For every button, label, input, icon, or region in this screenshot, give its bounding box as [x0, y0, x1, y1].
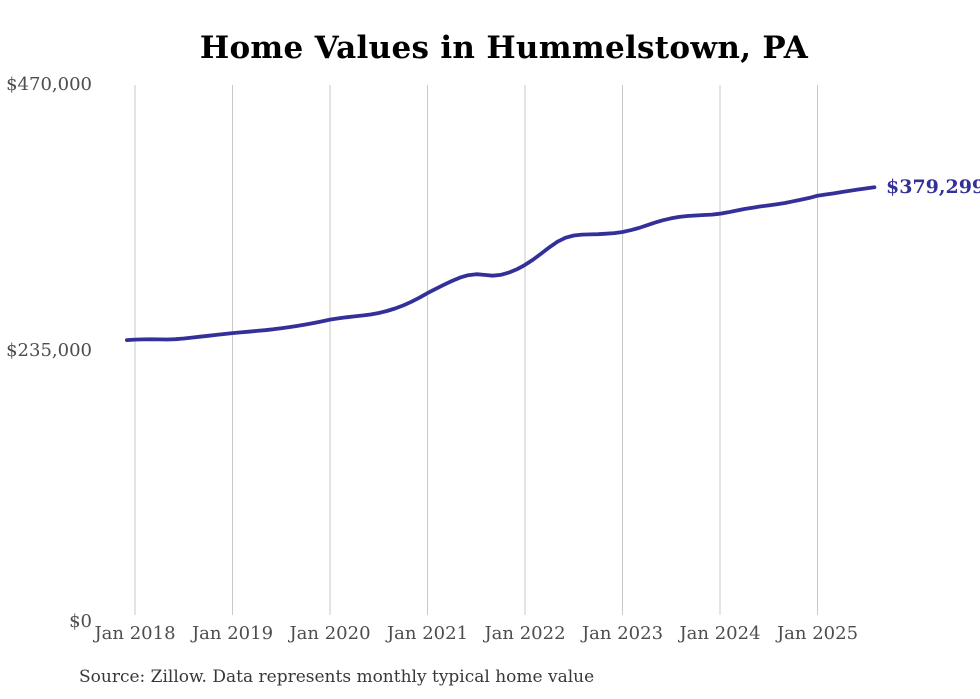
x-axis-tick-label-2022: Jan 2022 [484, 623, 566, 644]
x-axis-tick-label-2021: Jan 2021 [386, 623, 469, 644]
y-axis-tick-label-zero: $0 [69, 611, 92, 632]
x-axis-tick-label-2020: Jan 2020 [289, 623, 371, 644]
x-axis-tick-label-2019: Jan 2019 [191, 623, 274, 644]
x-axis-tick-label-2024: Jan 2024 [679, 623, 761, 644]
y-axis-tick-label-top: $470,000 [6, 74, 92, 95]
home-value-line [125, 185, 877, 343]
x-axis-tick-label-2023: Jan 2023 [581, 623, 664, 644]
line-end-value-label: $379,299 [886, 176, 980, 198]
source-note: Source: Zillow. Data represents monthly … [79, 667, 595, 687]
x-axis-tick-label-2025: Jan 2025 [776, 623, 859, 644]
y-axis-tick-label-middle: $235,000 [6, 340, 92, 361]
chart-title: Home Values in Hummelstown, PA [199, 30, 809, 66]
x-axis-tick-label-2018: Jan 2018 [94, 623, 176, 644]
